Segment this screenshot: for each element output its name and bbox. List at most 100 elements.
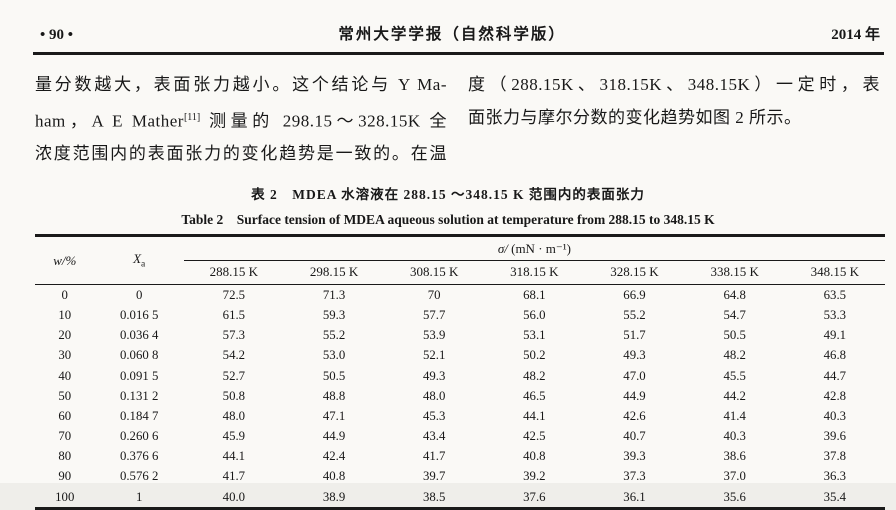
table-cell: 35.6 [723, 489, 746, 504]
table-row: 90 0.576 2 41.7 40.8 39.7 39.2 37.3 37.0 36.3 [35, 467, 885, 487]
table-caption-english: Table 2 Surface tension of MDEA aqueous … [181, 212, 715, 228]
table-cell: 53.0 [322, 348, 346, 363]
table-row: 10 0.016 5 61.5 59.3 57.7 56.0 55.2 54.7 53.3 [35, 305, 885, 325]
table-cell: 0.036 4 [119, 328, 159, 343]
table-cell: 38.5 [422, 489, 446, 504]
table-cell: 0.376 6 [119, 449, 159, 464]
table-cell: 53.1 [523, 328, 546, 343]
table-cell: 42.6 [623, 408, 646, 423]
table-cell: 50.2 [523, 348, 546, 363]
table-row: 80 0.376 6 44.1 42.4 41.7 40.8 39.3 38.6 37.8 [35, 447, 885, 467]
table-cell: 44.1 [222, 449, 246, 464]
sigma-symbol: σ/ [497, 241, 508, 257]
table-cell: 1 [135, 489, 143, 504]
table-cell: 40.0 [222, 489, 246, 504]
table-cell: 0 [135, 287, 143, 302]
table-cell: 37.0 [723, 469, 746, 484]
table-cell: 45.3 [422, 408, 446, 423]
table-cell: 40.3 [723, 429, 746, 444]
table-cell: 50.5 [322, 368, 346, 383]
table-cell: 0.184 7 [119, 408, 159, 423]
text-segment: 测量的 298.15～328.15K 全 [200, 111, 447, 131]
table-cell: 71.3 [322, 287, 346, 302]
table-cell: 54.2 [222, 348, 246, 363]
table-cell: 54.7 [723, 307, 746, 322]
table-cell: 40.3 [823, 408, 847, 423]
table-cell: 47.1 [322, 408, 346, 423]
sigma-unit: (mN · m⁻¹) [507, 241, 571, 257]
citation-ref: [11] [183, 111, 201, 123]
column-header-temp: 348.15 K [784, 260, 885, 286]
table-cell: 30 [58, 348, 72, 363]
table-cell: 41.7 [222, 469, 246, 484]
table-cell: 44.9 [322, 429, 346, 444]
table-cell: 40.7 [623, 429, 646, 444]
body-text: 量分数越大，表面张力越小。这个结论与 Y Ma- ham，A E Mather[… [0, 55, 896, 170]
column-header-temp: 318.15 K [484, 260, 585, 286]
table-cell: 0.091 5 [119, 368, 159, 383]
table-cell: 42.4 [322, 449, 346, 464]
table-cell: 52.1 [422, 348, 446, 363]
table-cell: 0.260 6 [119, 429, 159, 444]
table-row: 50 0.131 2 50.8 48.8 48.0 46.5 44.9 44.2 42.8 [35, 386, 885, 406]
column-header-mole-fraction: Xa [94, 235, 184, 286]
table-cell: 37.8 [823, 449, 847, 464]
table-cell: 39.2 [523, 469, 546, 484]
table-cell: 55.2 [623, 307, 646, 322]
table-cell: 66.9 [623, 287, 646, 302]
table-cell: 63.5 [823, 287, 847, 302]
table-cell: 43.4 [422, 429, 446, 444]
column-header-temp: 328.15 K [584, 260, 685, 286]
table-cell: 45.9 [222, 429, 246, 444]
table-cell: 0.060 8 [119, 348, 159, 363]
symbol-x-subscript: a [141, 259, 146, 270]
table-cell: 80 [58, 449, 72, 464]
table-row: 70 0.260 6 45.9 44.9 43.4 42.5 40.7 40.3 39.6 [35, 426, 885, 446]
table-row: 30 0.060 8 54.2 53.0 52.1 50.2 49.3 48.2 46.8 [35, 346, 885, 366]
table-cell: 0.131 2 [119, 388, 159, 403]
table-cell: 0 [61, 287, 68, 302]
text-line: ham，A E Mather[11] 测量的 298.15～328.15K 全 [35, 102, 447, 138]
table-cell: 72.5 [222, 287, 246, 302]
table-cell: 0.016 5 [119, 307, 159, 322]
table-cell: 49.1 [823, 328, 847, 343]
table-cell: 60 [58, 408, 72, 423]
table-cell: 47.0 [623, 368, 646, 383]
table-cell: 44.9 [623, 388, 646, 403]
table-cell: 51.7 [623, 328, 646, 343]
table-cell: 48.8 [322, 388, 346, 403]
table-cell: 48.2 [523, 368, 546, 383]
column-header-temp: 308.15 K [384, 260, 485, 286]
table-cell: 49.3 [422, 368, 446, 383]
table-row: 20 0.036 4 57.3 55.2 53.9 53.1 51.7 50.5 49.1 [35, 326, 885, 346]
column-header-sigma: σ/ (mN · m⁻¹) [183, 235, 885, 262]
table-caption-chinese: 表 2 MDEA 水溶液在 288.15 ～348.15 K 范围内的表面张力 [251, 187, 645, 203]
table-cell: 57.7 [422, 307, 446, 322]
table-cell: 53.9 [422, 328, 446, 343]
page-number: • 90 • [40, 27, 74, 43]
table-cell: 36.1 [623, 489, 646, 504]
table-cell: 40.8 [322, 469, 346, 484]
publication-year: 2014 年 [831, 27, 880, 43]
table-cell: 44.1 [523, 408, 546, 423]
table-cell: 52.7 [222, 368, 246, 383]
table-cell: 38.9 [322, 489, 346, 504]
symbol-x: X [133, 251, 142, 267]
table-cell: 68.1 [523, 287, 546, 302]
table-cell: 57.3 [222, 328, 246, 343]
table-cell: 40.8 [523, 449, 546, 464]
text-line: 度（288.15K、318.15K、348.15K）一定时，表 [468, 75, 880, 94]
table-row: 100 1 40.0 38.9 38.5 37.6 36.1 35.6 35.4 [35, 487, 885, 509]
table-cell: 46.5 [523, 388, 546, 403]
table-cell: 90 [58, 469, 72, 484]
text-line: 量分数越大，表面张力越小。这个结论与 Y Ma- [35, 75, 447, 94]
table-cell: 40 [58, 368, 72, 383]
journal-title: 常州大学学报（自然科学版） [338, 26, 566, 43]
page-masthead: • 90 • 常州大学学报（自然科学版） 2014 年 [0, 0, 896, 44]
table-row: 40 0.091 5 52.7 50.5 49.3 48.2 47.0 45.5 44.7 [35, 366, 885, 386]
table-cell: 35.4 [823, 489, 847, 504]
table-row: 60 0.184 7 48.0 47.1 45.3 44.1 42.6 41.4 40.3 [35, 406, 885, 426]
text-line: 浓度范围内的表面张力的变化趋势是一致的。在温 [35, 143, 447, 163]
table-cell: 42.8 [823, 388, 847, 403]
